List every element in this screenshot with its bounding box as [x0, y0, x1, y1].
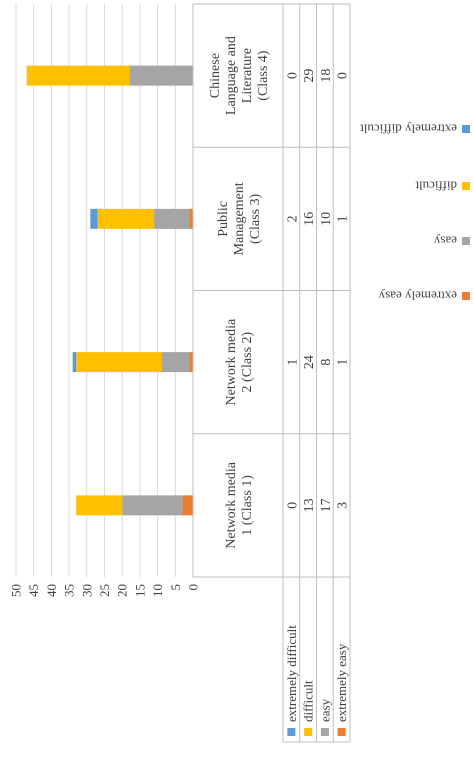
legend-label: difficult — [415, 178, 457, 193]
y-tick-label: 15 — [132, 584, 147, 597]
bar-segment-difficult — [97, 208, 155, 229]
table-cell-value: 1 — [336, 359, 351, 366]
category-label: PublicManagement(Class 3) — [216, 182, 263, 255]
y-tick-label: 35 — [62, 584, 77, 597]
y-tick-label: 50 — [9, 584, 24, 597]
bar-segment-easy — [154, 208, 190, 229]
table-cell-value: 2 — [285, 215, 300, 222]
legend-key — [462, 182, 470, 190]
table-cell-value: 16 — [302, 212, 317, 226]
legend-key — [462, 125, 470, 133]
legend-label: extremely difficult — [360, 121, 457, 136]
table-row-label: extremely difficult — [284, 625, 299, 722]
bar-segment-extremely-difficult — [72, 352, 77, 373]
table-legend-key — [337, 728, 346, 736]
data-table: Network media1 (Class 1) Network media2 (… — [192, 3, 351, 743]
y-tick-label: 0 — [186, 584, 201, 591]
legend-label: extremely easy — [378, 288, 457, 303]
y-tick-label: 45 — [26, 584, 41, 597]
table-legend-key — [320, 728, 329, 736]
y-tick-label: 5 — [168, 584, 183, 591]
table-legend-key — [304, 728, 313, 736]
table-row-label: easy — [317, 698, 332, 722]
table-cell-value: 29 — [302, 69, 317, 83]
table-cell-value: 17 — [319, 498, 334, 512]
table-legend-key — [287, 728, 296, 736]
category-label: Network media2 (Class 2) — [224, 318, 255, 405]
bar-segment-extremely-difficult — [90, 208, 98, 229]
legend-label: easy — [433, 233, 457, 248]
table-cell-value: 1 — [336, 215, 351, 222]
table-row-label: extremely easy — [334, 643, 349, 722]
table-cell-value: 24 — [302, 355, 317, 369]
category-label: Network media1 (Class 1) — [224, 461, 255, 548]
bar-segment-difficult — [76, 352, 162, 373]
table-cell-value: 0 — [285, 72, 300, 79]
category-label: ChineseLanguage andLiterature(Class 4) — [208, 36, 271, 115]
legend: extremely difficult difficult easy extremel… — [360, 121, 470, 303]
bar-segment-difficult — [26, 65, 130, 86]
bar-segment-easy — [122, 495, 183, 516]
y-tick-label: 25 — [97, 584, 112, 597]
y-tick-label: 10 — [150, 584, 165, 597]
y-tick-label: 20 — [115, 584, 130, 597]
table-row-label: difficult — [301, 680, 316, 722]
table-cell-value: 3 — [336, 502, 351, 509]
bars — [26, 65, 194, 516]
table-cell-value: 1 — [285, 359, 300, 366]
legend-key — [462, 292, 470, 300]
bar-segment-difficult — [76, 495, 123, 516]
bar-segment-extremely-easy — [189, 352, 194, 373]
y-tick-label: 40 — [44, 584, 59, 597]
table-cell-value: 13 — [302, 498, 317, 512]
table-cell-value: 8 — [319, 359, 334, 366]
table-cell-value: 18 — [319, 69, 334, 83]
bar-segment-easy — [161, 352, 190, 373]
table-cell-value: 0 — [285, 502, 300, 509]
bar-segment-extremely-easy — [189, 208, 194, 229]
table-cell-value: 0 — [336, 72, 351, 79]
bar-segment-easy — [129, 65, 193, 86]
y-tick-label: 30 — [79, 584, 94, 597]
bar-segment-extremely-easy — [182, 495, 194, 516]
legend-key — [462, 237, 470, 245]
table-cell-value: 10 — [319, 212, 334, 226]
